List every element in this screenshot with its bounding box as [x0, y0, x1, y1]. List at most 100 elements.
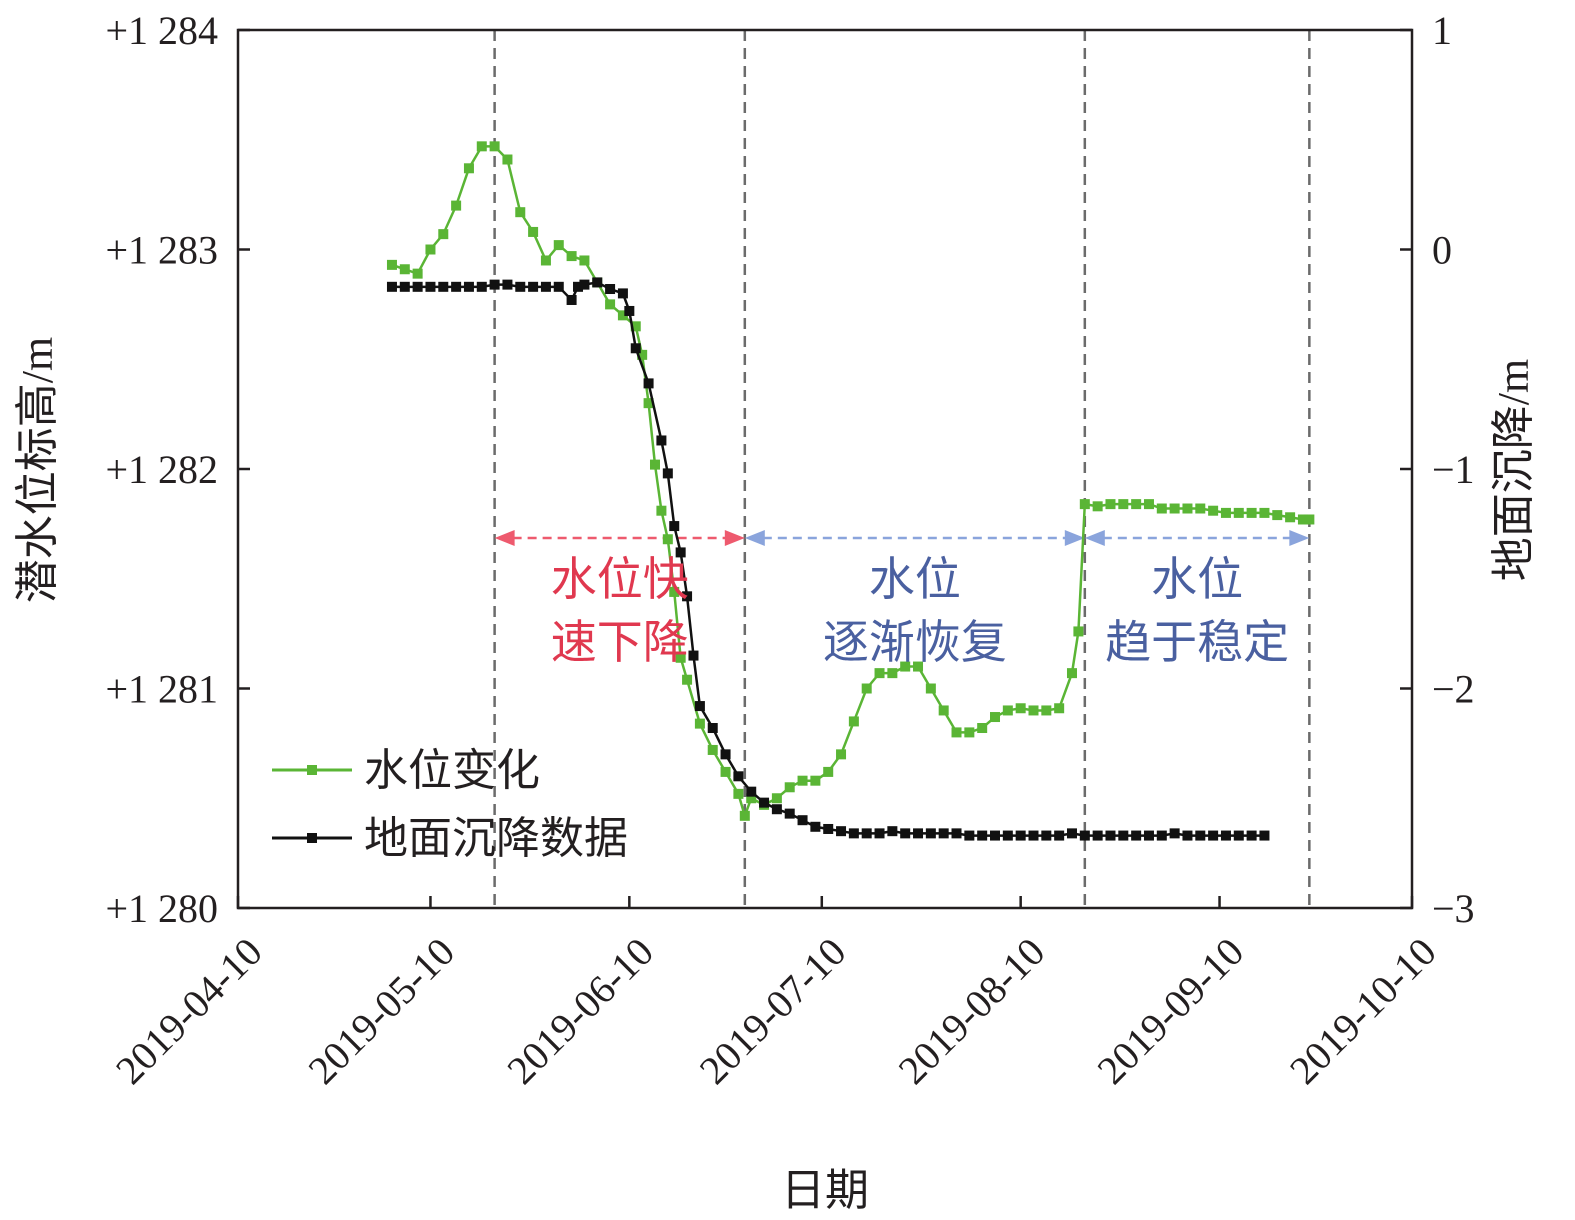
water-data-point [1272, 510, 1283, 521]
water-data-point [925, 683, 936, 694]
settle-data-point [1246, 830, 1257, 841]
settle-data-point [662, 468, 673, 479]
settle-data-point [1220, 830, 1231, 841]
settle-data-point [425, 281, 436, 292]
x-tick-label: 2019-10-10 [1281, 929, 1445, 1093]
y-right-tick-label: 0 [1432, 228, 1452, 273]
settle-data-point [1195, 830, 1206, 841]
water-data-point [784, 782, 795, 793]
settle-data-point [624, 305, 635, 316]
water-data-point [707, 744, 718, 755]
water-data-point [566, 251, 577, 262]
water-data-point [476, 141, 487, 152]
water-data-point [682, 674, 693, 685]
water-data-point [964, 727, 975, 738]
settle-data-point [836, 826, 847, 837]
settle-data-point [605, 284, 616, 295]
water-data-point [1156, 503, 1167, 514]
settle-data-point [990, 830, 1001, 841]
phase-label-line2: 逐渐恢复 [823, 617, 1007, 668]
water-data-point [649, 459, 660, 470]
phase-label-line2: 速下降 [551, 617, 689, 668]
settle-data-point [874, 828, 885, 839]
water-data-point [540, 255, 551, 266]
settle-data-point [1015, 830, 1026, 841]
settle-data-point [1156, 830, 1167, 841]
water-data-point [1285, 512, 1296, 523]
water-data-point [900, 661, 911, 672]
legend-marker-settle [307, 833, 317, 843]
water-data-point [643, 398, 654, 409]
water-data-point [605, 299, 616, 310]
settle-data-point [887, 826, 898, 837]
water-data-point [528, 226, 539, 237]
settle-data-point [720, 749, 731, 760]
water-data-point [637, 349, 648, 360]
water-data-point [848, 716, 859, 727]
water-data-point [823, 766, 834, 777]
arrow-head [1064, 530, 1085, 546]
settle-data-point [951, 828, 962, 839]
water-data-point [617, 310, 628, 321]
x-tick-label: 2019-07-10 [691, 929, 855, 1093]
water-data-point [1169, 503, 1180, 514]
water-data-point [1220, 507, 1231, 518]
y-left-tick-label: +1 281 [105, 667, 218, 712]
settle-data-point [694, 701, 705, 712]
water-data-point [874, 668, 885, 679]
arrow-head [724, 530, 745, 546]
x-tick-label: 2019-06-10 [498, 929, 662, 1093]
settle-data-point [669, 521, 680, 532]
settle-data-point [1054, 830, 1065, 841]
y-right-tick-label: −2 [1432, 667, 1475, 712]
x-tick-label: 2019-05-10 [299, 929, 463, 1093]
water-data-point [1073, 626, 1084, 637]
water-data-point [1015, 703, 1026, 714]
series [386, 141, 1315, 841]
settle-data-point [643, 378, 654, 389]
water-data-point [797, 775, 808, 786]
legend-marker-water [307, 765, 317, 775]
settle-data-point [675, 547, 686, 558]
water-data-point [938, 705, 949, 716]
water-data-point [1118, 499, 1129, 510]
y-right-tick-label: 1 [1432, 8, 1452, 53]
water-data-point [1259, 507, 1270, 518]
settle-data-point [566, 294, 577, 305]
settle-data-point [1079, 830, 1090, 841]
water-data-point [694, 718, 705, 729]
water-data-point [739, 810, 750, 821]
water-data-point [1079, 499, 1090, 510]
settle-data-point [386, 281, 397, 292]
x-tick-label: 2019-04-10 [107, 929, 271, 1093]
y-axis-right-title: 地面沉降/m [1489, 359, 1538, 581]
water-data-point [1182, 503, 1193, 514]
water-data-point [425, 244, 436, 255]
y-left-tick-label: +1 280 [105, 886, 218, 931]
settle-data-point [476, 281, 487, 292]
water-data-point [515, 207, 526, 218]
x-tick-label: 2019-08-10 [890, 929, 1054, 1093]
settle-data-point [1105, 830, 1116, 841]
phase-label-line2: 趋于稳定 [1105, 617, 1289, 668]
phase-arrows [494, 530, 1310, 546]
phase-dividers [493, 30, 1311, 908]
settle-data-point [579, 279, 590, 290]
water-data-point [1054, 703, 1065, 714]
arrow-head [1289, 530, 1310, 546]
settle-data-point [1002, 830, 1013, 841]
settle-data-point [784, 808, 795, 819]
settle-data-point [1259, 830, 1270, 841]
settle-data-point [617, 288, 628, 299]
settle-data-point [399, 281, 410, 292]
settle-data-point [771, 804, 782, 815]
settle-data-point [823, 823, 834, 834]
settle-data-point [489, 279, 500, 290]
settle-data-point [451, 281, 462, 292]
water-data-point [438, 229, 449, 240]
water-data-point [861, 683, 872, 694]
y-left-tick-label: +1 284 [105, 8, 218, 53]
water-data-point [412, 268, 423, 279]
